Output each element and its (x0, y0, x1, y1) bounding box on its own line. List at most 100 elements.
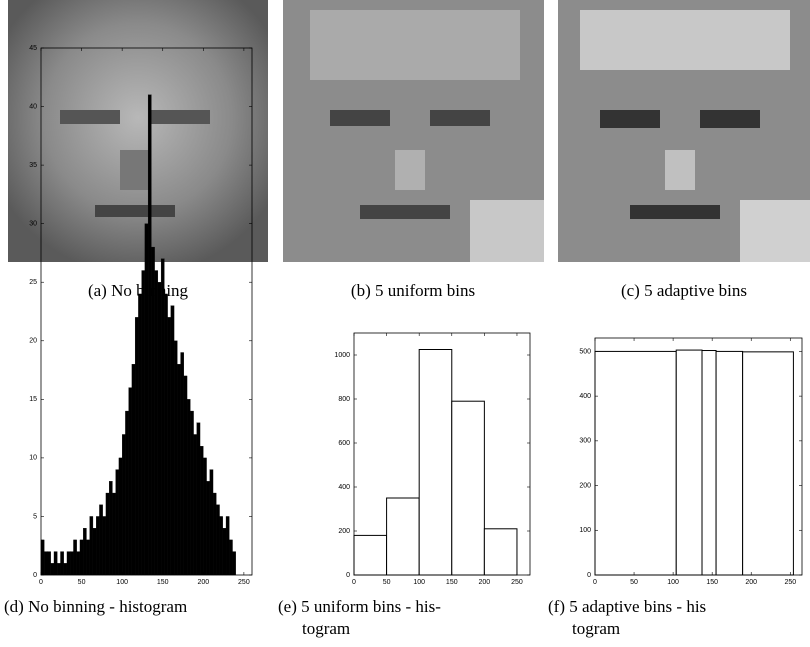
y-tick-label: 5 (33, 513, 37, 520)
bar (122, 434, 126, 576)
bar (715, 350, 744, 576)
bar (203, 457, 207, 576)
bar (138, 293, 142, 576)
x-tick-label: 200 (745, 579, 757, 586)
bar (83, 528, 87, 576)
x-tick-label: 50 (78, 579, 86, 586)
bar (112, 492, 116, 576)
bar (225, 516, 230, 576)
bar (96, 516, 100, 576)
bar (60, 551, 64, 576)
bar (183, 375, 188, 576)
y-tick-label: 35 (29, 162, 37, 169)
bar (212, 492, 217, 576)
bar (418, 349, 453, 576)
bar (154, 270, 159, 576)
y-tick-label: 200 (338, 528, 350, 535)
y-tick-label: 400 (338, 484, 350, 491)
bar (675, 349, 703, 576)
bar (216, 504, 220, 576)
y-tick-label: 400 (579, 393, 591, 400)
bar (70, 551, 74, 576)
bar (118, 457, 123, 576)
bar (144, 223, 149, 576)
bar (141, 270, 146, 576)
bar (40, 539, 45, 576)
bar (79, 539, 84, 576)
bar (99, 504, 103, 576)
bar (170, 305, 175, 576)
y-tick-label: 800 (338, 396, 350, 403)
x-tick-label: 100 (667, 579, 679, 586)
bar (167, 317, 171, 576)
bar (701, 350, 717, 576)
x-tick-label: 50 (630, 579, 638, 586)
bar (451, 400, 485, 576)
bar (89, 516, 94, 576)
y-tick-label: 0 (346, 572, 350, 579)
bar (76, 551, 81, 576)
bar (53, 551, 58, 576)
plot-frame (594, 337, 803, 576)
x-tick-label: 150 (706, 579, 718, 586)
y-tick-label: 300 (579, 438, 591, 445)
bar (190, 410, 194, 576)
x-tick-label: 150 (157, 579, 169, 586)
x-tick-label: 100 (116, 579, 128, 586)
bar (386, 497, 420, 576)
x-tick-label: 250 (784, 579, 796, 586)
x-tick-label: 200 (197, 579, 209, 586)
bar (196, 422, 201, 576)
photo-b (283, 0, 544, 262)
bar (115, 469, 120, 576)
x-tick-label: 50 (383, 579, 391, 586)
bar (229, 539, 233, 576)
photo-a (8, 0, 268, 262)
bar (86, 539, 90, 576)
bar (594, 350, 677, 576)
bar (219, 516, 223, 576)
x-tick-label: 0 (352, 579, 356, 586)
bar (209, 469, 214, 576)
caption: (b) 5 uniform bins (351, 281, 475, 300)
bar (134, 317, 139, 576)
y-tick-label: 0 (33, 572, 37, 579)
bar (73, 539, 77, 576)
bar (92, 528, 97, 576)
bar (147, 94, 152, 576)
y-tick-label: 10 (29, 455, 37, 462)
bar (105, 492, 110, 576)
bar (186, 399, 191, 576)
photo-c (558, 0, 810, 262)
bar (173, 340, 178, 576)
y-tick-label: 25 (29, 279, 37, 286)
y-tick-label: 0 (587, 572, 591, 579)
caption: togram (302, 619, 350, 638)
bar (483, 528, 518, 576)
x-tick-label: 250 (238, 579, 250, 586)
plot-frame (40, 47, 253, 576)
plot-frame (353, 332, 531, 576)
bar (125, 410, 129, 576)
y-tick-label: 40 (29, 103, 37, 110)
bar (193, 434, 197, 576)
y-tick-label: 500 (579, 348, 591, 355)
y-tick-label: 1000 (334, 352, 350, 359)
bar (164, 293, 168, 576)
caption: (f) 5 adaptive bins - his (548, 597, 706, 616)
bar (44, 551, 48, 576)
y-tick-label: 30 (29, 221, 37, 228)
y-tick-label: 45 (29, 45, 37, 52)
y-tick-label: 600 (338, 440, 350, 447)
y-tick-label: 15 (29, 396, 37, 403)
caption: togram (572, 619, 620, 638)
x-tick-label: 150 (446, 579, 458, 586)
bar (222, 528, 227, 576)
bar (47, 551, 51, 576)
bar (160, 258, 165, 576)
bar (57, 563, 61, 576)
bar (742, 351, 794, 576)
caption: (d) No binning - histogram (4, 597, 187, 616)
bar (131, 364, 136, 576)
